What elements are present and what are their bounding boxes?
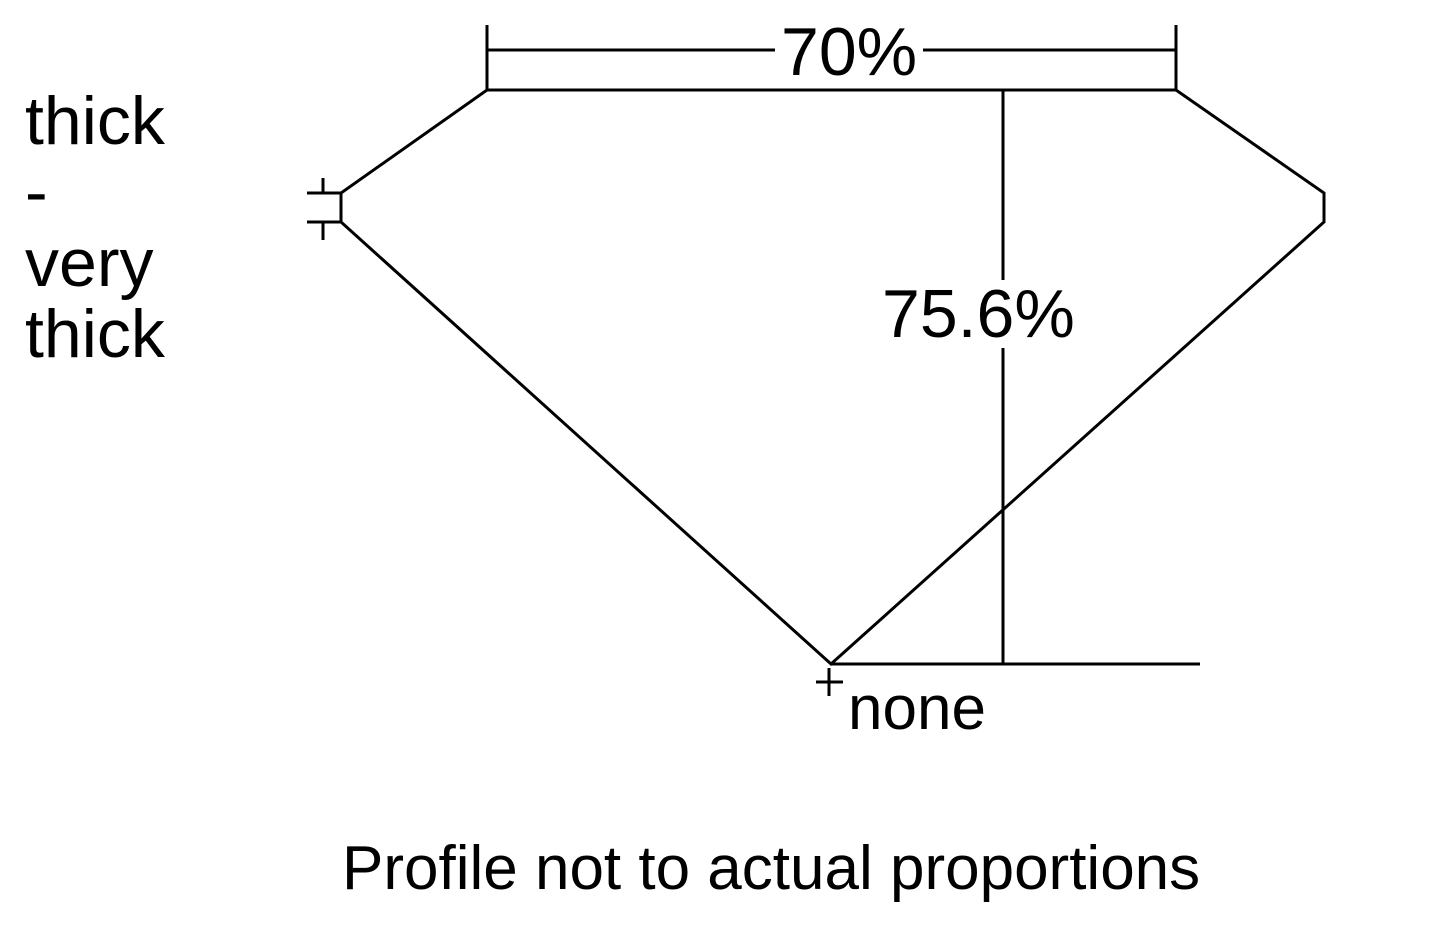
table-percentage-label: 70% bbox=[775, 18, 924, 86]
culet-label: none bbox=[848, 674, 986, 743]
girdle-label-line: - bbox=[25, 154, 48, 230]
girdle-thickness-label: thick - very thick bbox=[25, 86, 165, 370]
girdle-label-line: very bbox=[25, 225, 154, 301]
depth-percentage-label: 75.6% bbox=[878, 280, 1079, 348]
girdle-label-line: thick bbox=[25, 83, 165, 159]
caption: Profile not to actual proportions bbox=[342, 834, 1201, 903]
girdle-label-line: thick bbox=[25, 296, 165, 372]
gem-outline bbox=[339, 88, 1326, 667]
